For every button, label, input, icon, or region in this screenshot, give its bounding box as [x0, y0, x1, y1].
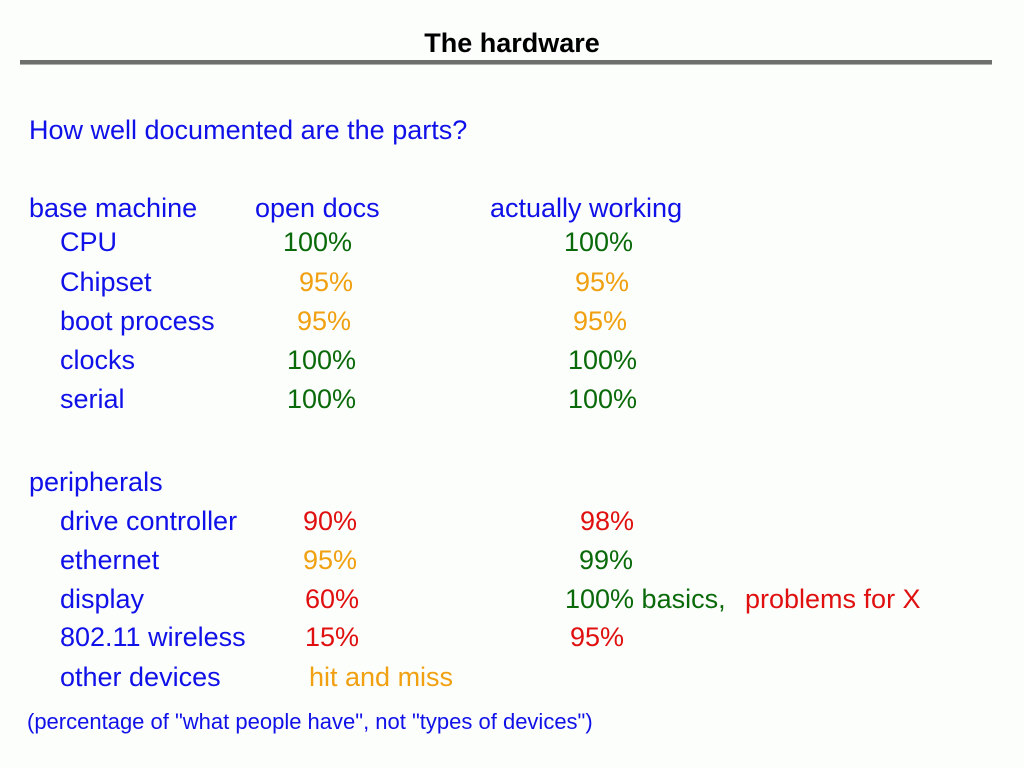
slide-title: The hardware: [424, 28, 600, 58]
open-docs-chipset: 95%: [299, 267, 354, 297]
peripherals-heading: peripherals: [29, 467, 163, 497]
row-label-ethernet: ethernet: [60, 545, 160, 575]
working-boot: 95%: [573, 306, 628, 336]
row-label-display: display: [60, 584, 145, 614]
header-open-docs: open docs: [255, 193, 380, 223]
open-docs-serial: 100%: [287, 384, 357, 414]
question: How well documented are the parts?: [29, 115, 468, 145]
working-ethernet: 99%: [579, 545, 634, 575]
row-label-serial: serial: [60, 384, 125, 414]
row-label-cpu: CPU: [60, 227, 118, 257]
row-label-drive: drive controller: [60, 506, 238, 536]
open-docs-wireless: 15%: [305, 622, 360, 652]
open-docs-clocks: 100%: [287, 345, 357, 375]
open-docs-drive: 90%: [303, 506, 358, 536]
working-clocks: 100%: [568, 345, 638, 375]
title-divider: [20, 60, 992, 65]
open-docs-display: 60%: [305, 584, 360, 614]
row-label-boot: boot process: [60, 306, 215, 336]
working-cpu: 100%: [564, 227, 634, 257]
header-base-machine: base machine: [29, 193, 198, 223]
open-docs-cpu: 100%: [283, 227, 353, 257]
open-docs-ethernet: 95%: [303, 545, 358, 575]
working-drive: 98%: [580, 506, 635, 536]
row-label-other: other devices: [60, 662, 221, 692]
working-wireless: 95%: [570, 622, 625, 652]
header-actually-working: actually working: [490, 193, 683, 223]
working-chipset: 95%: [575, 267, 630, 297]
open-docs-other: hit and miss: [309, 662, 454, 692]
working-serial: 100%: [568, 384, 638, 414]
row-label-chipset: Chipset: [60, 267, 152, 297]
footnote: (percentage of "what people have", not "…: [27, 709, 593, 734]
open-docs-boot: 95%: [297, 306, 352, 336]
working-display: 100% basics,: [565, 584, 726, 614]
row-label-wireless: 802.11 wireless: [60, 622, 246, 652]
working-display-note: problems for X: [745, 584, 921, 614]
row-label-clocks: clocks: [60, 345, 136, 375]
